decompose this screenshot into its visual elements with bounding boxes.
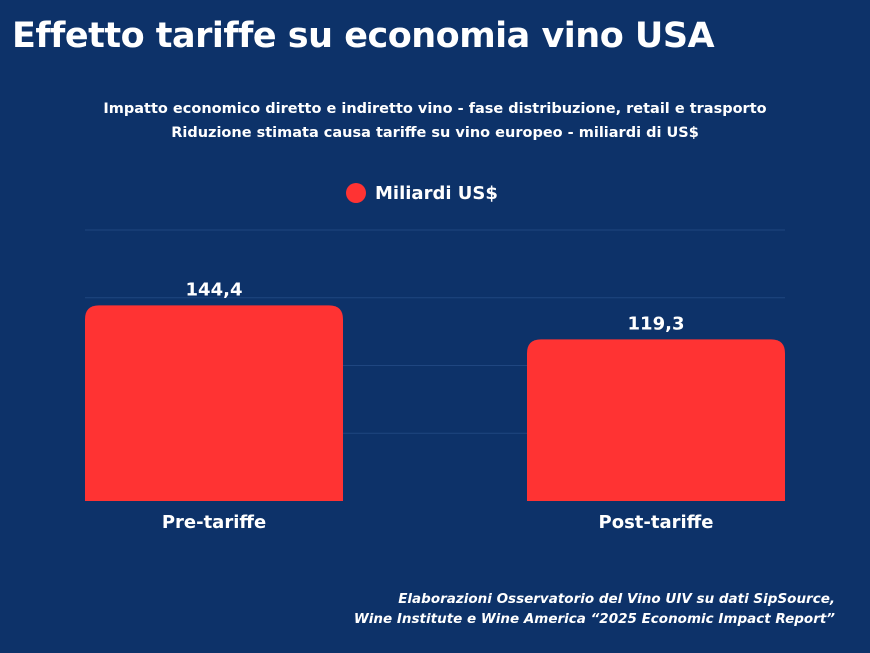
data-label-pre-tariffe: 144,4 xyxy=(186,279,243,300)
bar-pre-tariffe xyxy=(85,305,343,501)
source-line-2: Wine Institute e Wine America “2025 Econ… xyxy=(353,611,835,627)
source-note: Elaborazioni Osservatorio del Vino UIV s… xyxy=(354,589,835,629)
data-label-post-tariffe: 119,3 xyxy=(628,313,685,334)
chart-subtitle-line-2: Riduzione stimata causa tariffe su vino … xyxy=(171,125,699,141)
chart-title: Effetto tariffe su economia vino USA xyxy=(12,16,715,56)
legend-label: Miliardi US$ xyxy=(375,182,498,204)
bar-post-tariffe xyxy=(527,339,785,501)
x-tick-label-pre-tariffe: Pre-tariffe xyxy=(162,512,266,533)
x-tick-label-post-tariffe: Post-tariffe xyxy=(599,512,714,533)
chart-subtitle-line-1: Impatto economico diretto e indiretto vi… xyxy=(103,101,767,117)
source-line-1: Elaborazioni Osservatorio del Vino UIV s… xyxy=(398,591,835,607)
chart-legend: Miliardi US$ xyxy=(346,181,498,205)
legend-swatch xyxy=(346,183,366,203)
